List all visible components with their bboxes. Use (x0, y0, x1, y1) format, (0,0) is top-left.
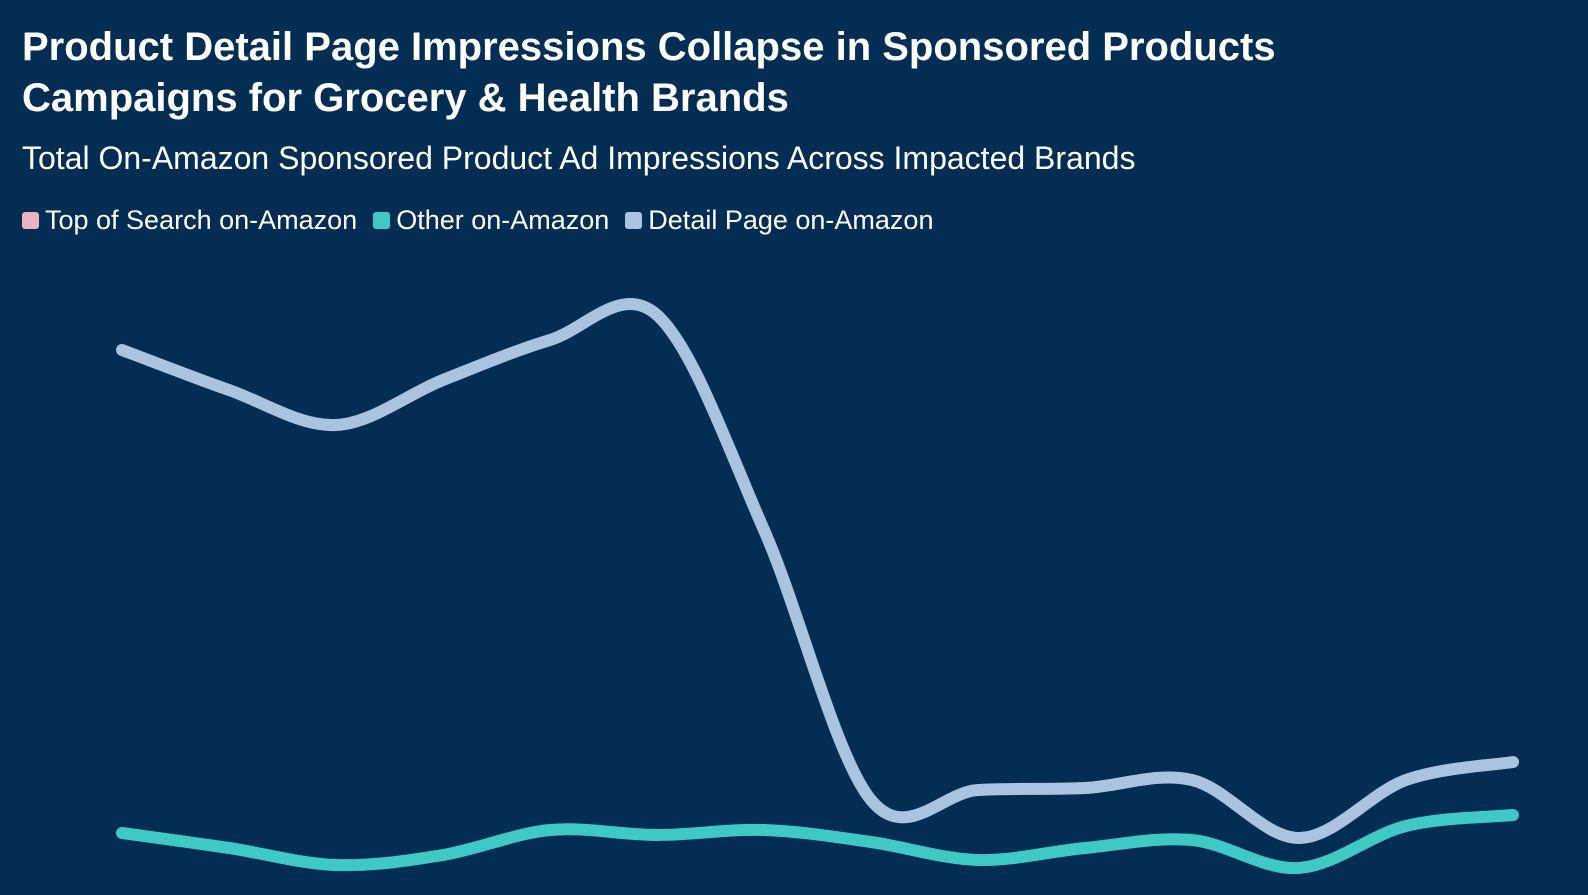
legend-swatch (625, 211, 643, 229)
legend-swatch (373, 211, 391, 229)
legend-item: Detail Page on-Amazon (625, 204, 933, 236)
legend-label: Detail Page on-Amazon (648, 205, 934, 235)
chart-subtitle: Total On-Amazon Sponsored Product Ad Imp… (22, 140, 1136, 176)
legend: Top of Search on-Amazon Other on-Amazon De… (22, 204, 1462, 236)
legend-swatch (22, 211, 39, 229)
header: Product Detail Page Impressions Collapse… (22, 22, 1462, 236)
legend-item: Top of Search on-Amazon (22, 204, 357, 236)
series-line (116, 298, 1519, 844)
series-line (116, 809, 1519, 875)
legend-label: Other on-Amazon (396, 205, 610, 235)
chart-title: Product Detail Page Impressions Collapse… (22, 25, 1276, 120)
legend-label: Top of Search on-Amazon (45, 205, 358, 235)
legend-item: Other on-Amazon (373, 204, 609, 236)
